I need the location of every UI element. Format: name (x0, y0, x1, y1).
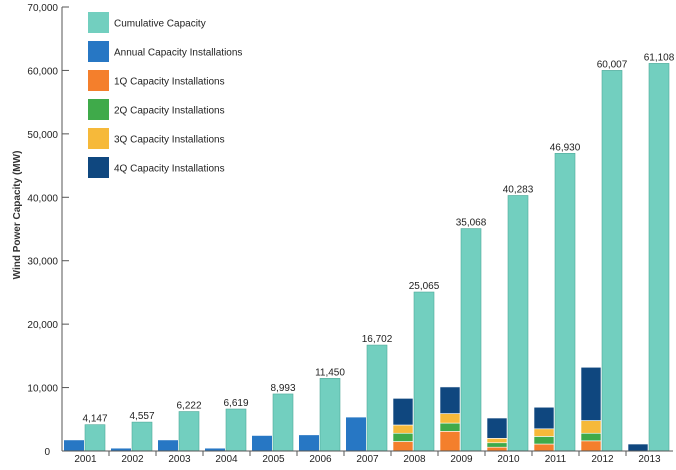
cumulative-value-label: 35,068 (456, 218, 487, 229)
cumulative-capacity-bar (648, 63, 670, 452)
cumulative-value-label: 8,993 (270, 383, 295, 394)
legend-swatch (88, 99, 109, 120)
x-tick-label: 2010 (497, 454, 520, 465)
axes: Wind Power Capacity (MW) 0 10,000 20,000 30… (12, 3, 673, 465)
y-tick-label: 70,000 (27, 3, 58, 14)
cumulative-value-label: 40,283 (503, 184, 534, 195)
legend-swatch (88, 128, 109, 149)
q4-installation-bar (533, 406, 555, 430)
legend: Cumulative Capacity Annual Capacity Insta… (88, 12, 242, 178)
y-tick-label: 50,000 (27, 130, 58, 141)
cumulative-capacity-bar (601, 70, 623, 452)
legend-swatch (88, 157, 109, 178)
cumulative-value-label: 6,222 (176, 401, 201, 412)
annual-installation-bar (111, 448, 131, 451)
q3-installation-bar (486, 438, 508, 444)
y-tick-label: 60,000 (27, 66, 58, 77)
cumulative-value-label: 4,147 (82, 414, 107, 425)
legend-entry-label: Annual Capacity Installations (114, 48, 242, 59)
cumulative-capacity-bar (272, 393, 294, 452)
q2-installation-bar (439, 422, 461, 432)
x-tick-label: 2008 (403, 454, 426, 465)
q2-installation-bar (486, 442, 508, 448)
q4-installation-bar (627, 443, 649, 452)
q1-installation-bar (392, 441, 414, 452)
x-tick-label: 2001 (74, 454, 97, 465)
annual-installation-bar (158, 440, 178, 451)
y-tick-label: 10,000 (27, 384, 58, 395)
q1-installation-bar (533, 443, 555, 452)
cumulative-capacity-bar (225, 408, 247, 452)
y-axis-title: Wind Power Capacity (MW) (12, 151, 23, 280)
x-tick-label: 2011 (545, 454, 567, 465)
q3-installation-bar (392, 424, 414, 434)
cumulative-value-label: 46,930 (550, 142, 581, 153)
x-tick-label: 2002 (121, 454, 144, 465)
legend-entry-label: 3Q Capacity Installations (114, 135, 225, 146)
legend-swatch (88, 12, 109, 33)
cumulative-capacity-bar (413, 291, 435, 452)
annual-installation-bar (346, 417, 366, 451)
cumulative-capacity-bar (131, 421, 153, 452)
q3-installation-bar (580, 420, 602, 434)
q2-installation-bar (533, 436, 555, 445)
q1-installation-bar (486, 446, 508, 452)
cumulative-value-label: 11,450 (315, 367, 345, 378)
cumulative-capacity-bar (178, 411, 200, 452)
q1-installation-bar (439, 431, 461, 452)
y-tick-label: 30,000 (27, 257, 58, 268)
legend-swatch (88, 70, 109, 91)
q4-installation-bar (486, 417, 508, 439)
annual-installation-bar (64, 440, 84, 451)
q3-installation-bar (533, 428, 555, 437)
q4-installation-bar (392, 398, 414, 426)
x-tick-label: 2004 (215, 454, 238, 465)
q2-installation-bar (580, 432, 602, 442)
cumulative-value-label: 16,702 (362, 334, 393, 345)
annual-installation-bar (252, 435, 272, 451)
y-tick-label: 20,000 (27, 320, 58, 331)
x-tick-label: 2006 (309, 454, 332, 465)
y-tick-label: 0 (44, 447, 50, 458)
x-tick-label: 2003 (168, 454, 191, 465)
cumulative-capacity-bar (319, 378, 341, 452)
cumulative-capacity-bar (84, 424, 106, 452)
cumulative-capacity-bar (460, 228, 482, 452)
cumulative-value-label: 61,108 (644, 52, 675, 63)
y-tick-label: 40,000 (27, 193, 58, 204)
q4-installation-bar (439, 386, 461, 414)
cumulative-capacity-bar (554, 153, 576, 452)
annual-installation-bar (299, 435, 319, 451)
x-tick-label: 2009 (450, 454, 473, 465)
plot-area: 4,147 4,557 6,222 6,619 8,993 11,450 16,702 25,… (64, 52, 675, 452)
x-tick-label: 2013 (638, 454, 661, 465)
q3-installation-bar (439, 413, 461, 424)
legend-entry-label: 4Q Capacity Installations (114, 164, 225, 175)
q2-installation-bar (392, 432, 414, 442)
cumulative-value-label: 25,065 (409, 281, 440, 292)
annual-installation-bar (205, 448, 225, 451)
legend-entry-label: Cumulative Capacity (114, 19, 206, 30)
x-tick-label: 2007 (356, 454, 379, 465)
legend-swatch (88, 41, 109, 62)
legend-entry-label: 2Q Capacity Installations (114, 106, 225, 117)
cumulative-value-label: 6,619 (223, 398, 248, 409)
cumulative-value-label: 4,557 (129, 411, 154, 422)
cumulative-value-label: 60,007 (597, 59, 628, 70)
cumulative-capacity-bar (507, 195, 529, 452)
x-tick-label: 2005 (262, 454, 285, 465)
cumulative-capacity-bar (366, 344, 388, 452)
x-tick-label: 2012 (591, 454, 614, 465)
q1-installation-bar (580, 440, 602, 452)
legend-entry-label: 1Q Capacity Installations (114, 77, 225, 88)
q4-installation-bar (580, 366, 602, 421)
